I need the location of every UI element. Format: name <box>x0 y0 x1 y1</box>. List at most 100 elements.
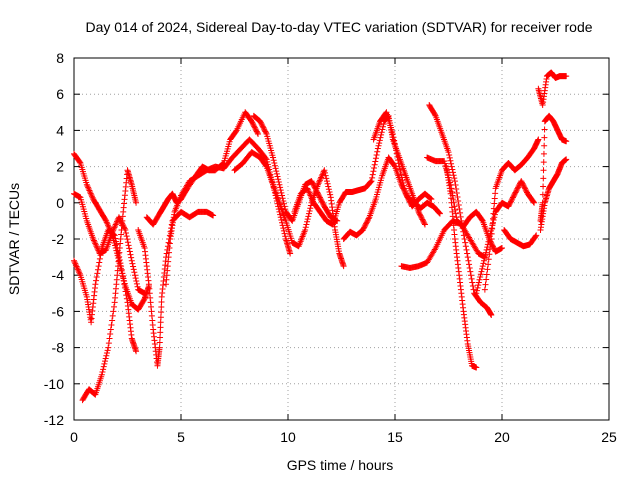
data-point <box>134 283 141 290</box>
y-tick-label: -12 <box>44 412 64 428</box>
data-point <box>523 188 530 195</box>
data-point <box>121 284 128 291</box>
data-point <box>535 136 542 143</box>
series-trace-n <box>426 102 495 319</box>
data-point <box>389 131 396 138</box>
data-point <box>449 169 456 176</box>
data-point <box>71 257 77 264</box>
data-point <box>432 111 439 118</box>
data-point <box>253 128 260 135</box>
data-point <box>120 223 127 230</box>
data-point <box>464 254 471 261</box>
data-point <box>92 241 99 248</box>
data-point <box>311 184 318 191</box>
data-point <box>94 246 101 253</box>
data-point <box>482 249 489 256</box>
data-point <box>361 223 368 230</box>
data-point <box>482 281 489 288</box>
data-point <box>165 239 172 246</box>
data-point <box>455 197 462 204</box>
data-point <box>124 239 131 246</box>
data-point <box>369 171 376 178</box>
data-point <box>519 180 526 187</box>
data-point <box>539 191 546 198</box>
x-tick-label: 0 <box>70 429 78 445</box>
y-tick-label: 0 <box>56 195 64 211</box>
series-trace-d <box>79 167 140 404</box>
data-point <box>541 142 548 149</box>
series-trace-u <box>537 112 570 224</box>
data-point <box>102 358 109 365</box>
data-point <box>126 248 133 255</box>
data-point <box>316 178 323 185</box>
data-point <box>118 266 125 273</box>
data-point <box>514 185 521 192</box>
data-point <box>132 275 139 282</box>
data-point <box>320 200 327 207</box>
data-point <box>313 188 320 195</box>
data-point <box>481 257 488 264</box>
data-point <box>76 270 83 277</box>
series-trace-q <box>473 178 538 297</box>
data-point <box>468 275 475 282</box>
data-point <box>520 181 527 188</box>
data-point <box>111 224 118 231</box>
series-trace-v <box>535 69 570 109</box>
data-point <box>100 363 107 370</box>
data-point <box>447 181 454 188</box>
data-point <box>462 239 469 246</box>
data-point <box>325 186 332 193</box>
x-tick-label: 25 <box>601 429 617 445</box>
data-point <box>76 159 83 166</box>
data-point <box>376 140 383 147</box>
data-point <box>100 366 107 373</box>
data-point <box>93 243 100 250</box>
data-point <box>365 216 372 223</box>
data-point <box>110 231 117 238</box>
data-point <box>475 282 482 289</box>
series-trace-g <box>163 136 294 288</box>
data-point <box>489 220 496 227</box>
data-point <box>107 326 114 333</box>
data-point <box>378 129 385 136</box>
data-point <box>490 244 497 251</box>
data-point <box>123 292 130 299</box>
data-point <box>450 172 457 179</box>
data-point <box>470 286 477 293</box>
data-point <box>326 188 333 195</box>
series-trace-j <box>291 112 428 228</box>
data-point <box>420 218 427 225</box>
data-point <box>90 236 97 242</box>
data-point <box>447 157 454 164</box>
data-point <box>397 169 404 176</box>
data-point <box>303 221 310 228</box>
data-point <box>113 220 120 227</box>
data-point <box>476 276 483 283</box>
data-point <box>407 199 414 206</box>
data-point <box>125 242 132 249</box>
data-point <box>277 187 284 194</box>
data-point <box>491 211 498 218</box>
data-point <box>91 391 98 398</box>
data-point <box>540 159 547 166</box>
data-point <box>361 224 368 231</box>
data-point <box>110 308 117 315</box>
data-point <box>315 192 322 199</box>
data-point <box>121 225 128 232</box>
series-trace-m <box>398 217 488 271</box>
data-point <box>248 118 255 125</box>
data-point <box>372 158 379 165</box>
data-point <box>394 153 401 160</box>
data-point <box>499 245 505 252</box>
data-point <box>121 281 128 288</box>
data-point <box>251 123 258 130</box>
data-point <box>287 250 294 257</box>
data-point <box>378 131 385 138</box>
data-point <box>396 166 403 173</box>
data-point <box>280 227 287 234</box>
data-point <box>312 185 319 192</box>
y-axis-label: SDTVAR / TECUs <box>6 183 22 295</box>
data-point <box>93 274 100 281</box>
data-point <box>109 312 116 319</box>
data-point <box>475 279 482 286</box>
